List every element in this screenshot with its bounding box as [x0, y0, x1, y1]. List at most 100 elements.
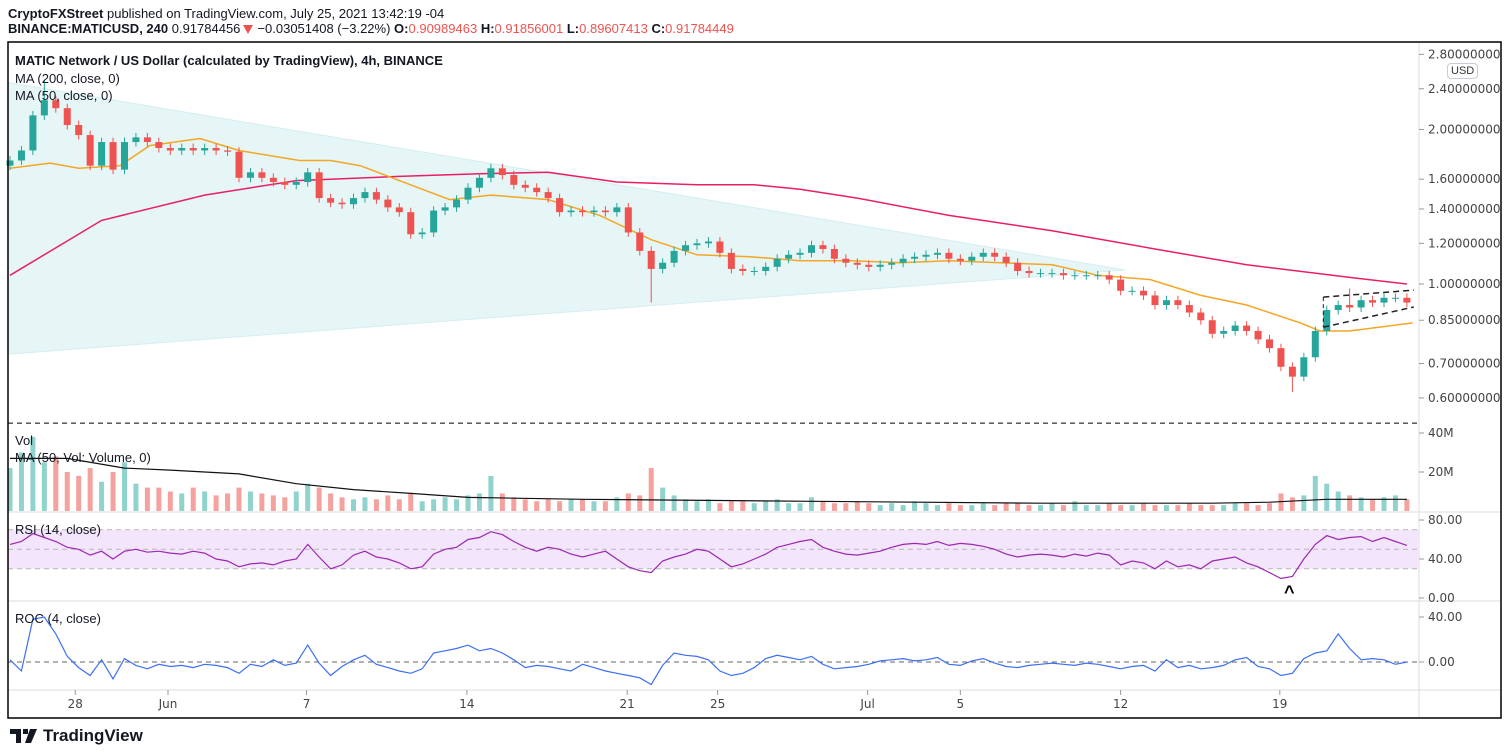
candle-body	[487, 168, 495, 178]
candle-body	[636, 232, 644, 251]
tradingview-logo[interactable]: TradingView	[10, 726, 143, 746]
volume-tick-label: 40M	[1428, 426, 1454, 440]
volume-ma-legend[interactable]: MA (50, Vol: Volume, 0)	[15, 450, 151, 465]
rsi-legend[interactable]: RSI (14, close)	[15, 522, 101, 537]
candle-body	[785, 254, 793, 259]
volume-bar	[1026, 505, 1032, 511]
time-tick-label: 19	[1272, 697, 1287, 711]
volume-bar	[465, 495, 471, 511]
channel-line	[1323, 306, 1414, 328]
volume-tick-label: 20M	[1428, 465, 1454, 479]
candle-body	[269, 177, 277, 182]
roc-tick-label: 0.00	[1428, 655, 1455, 669]
candle-body	[1082, 275, 1090, 277]
volume-bar	[351, 499, 356, 511]
candle-body	[132, 137, 140, 143]
ma200-path	[9, 171, 1407, 285]
volume-bar	[1358, 497, 1364, 511]
candle-body	[544, 192, 552, 199]
volume-bar	[1015, 503, 1021, 511]
volume-bar	[912, 501, 918, 511]
volume-ma-path	[10, 457, 1407, 504]
volume-bar	[408, 493, 414, 511]
volume-bar	[854, 501, 860, 511]
volume-bar	[133, 483, 139, 511]
candle-body	[17, 150, 25, 161]
volume-bar	[1221, 505, 1227, 511]
open-value: 0.90989463	[408, 21, 478, 36]
volume-bar	[385, 495, 391, 511]
candles	[6, 79, 1411, 393]
candle-body	[1128, 290, 1136, 292]
volume-bar	[797, 503, 803, 511]
candle-body	[968, 256, 976, 261]
candle-body	[1105, 275, 1113, 280]
candle-body	[853, 262, 861, 265]
volume-bar	[282, 497, 288, 511]
candle-body	[441, 207, 449, 211]
candle-body	[945, 252, 953, 259]
volume-bar	[763, 501, 769, 511]
price-change: −0.03051408 (−3.22%)	[257, 21, 391, 36]
volume-bar	[1289, 497, 1295, 511]
volume-bar	[625, 493, 631, 511]
currency-badge[interactable]: USD	[1447, 63, 1479, 79]
time-tick-label: 12	[1113, 697, 1128, 711]
time-tick-label: 5	[957, 697, 965, 711]
candle-body	[510, 175, 518, 185]
chart-frame	[7, 41, 1502, 719]
candle-body	[991, 252, 999, 257]
candle-body	[1346, 305, 1354, 308]
candle-body	[1094, 275, 1102, 277]
candle-body	[1151, 295, 1159, 306]
volume-bar	[877, 505, 883, 511]
candle-body	[464, 187, 472, 200]
candle-body	[178, 148, 186, 151]
candle-body	[155, 142, 163, 149]
volume-bar	[1255, 505, 1261, 511]
volume-bar	[1118, 505, 1124, 511]
candle-body	[933, 252, 941, 255]
candle-body	[556, 198, 564, 213]
volume-bar	[305, 483, 311, 511]
price-tick-label: 1.40000000	[1428, 202, 1501, 216]
volume-bar	[992, 505, 998, 511]
volume-bar	[728, 501, 734, 511]
volume-bar	[534, 501, 540, 511]
volume-bar	[809, 497, 814, 511]
ma200-legend[interactable]: MA (200, close, 0)	[15, 71, 120, 86]
candle-body	[304, 172, 312, 182]
volume-bar	[259, 493, 265, 511]
volume-bar	[545, 499, 551, 511]
candle-body	[1254, 330, 1262, 340]
rsi-caret-annotation: ^	[1284, 582, 1295, 602]
volume-bar	[1095, 505, 1101, 511]
candle-body	[6, 160, 14, 166]
candle-body	[327, 198, 335, 203]
candle-body	[407, 212, 415, 235]
volume-bar	[328, 493, 334, 511]
candle-body	[922, 254, 930, 257]
volume-bar	[900, 505, 906, 511]
volume-bar	[1072, 501, 1078, 511]
high-label: H:	[480, 21, 495, 36]
candle-body	[1231, 325, 1239, 331]
volume-bar	[1335, 491, 1341, 511]
candle-body	[498, 168, 506, 176]
candle-body	[819, 245, 827, 249]
candle-body	[888, 262, 896, 265]
ma50-legend[interactable]: MA (50, close, 0)	[15, 88, 113, 103]
candle-body	[86, 135, 94, 166]
time-tick-label: 21	[620, 697, 635, 711]
volume-legend[interactable]: Vol	[15, 433, 33, 448]
candle-body	[40, 100, 48, 116]
volume-bar	[179, 493, 185, 511]
candle-body	[750, 271, 758, 273]
volume-bar	[419, 501, 425, 511]
volume-bar	[1198, 505, 1204, 511]
roc-legend[interactable]: ROC (4, close)	[15, 611, 101, 626]
candle-body	[1140, 290, 1148, 296]
candle-body	[453, 199, 461, 208]
axes: 2.80000000 2.40000000 2.00000000 1.60000000…	[68, 47, 1501, 711]
